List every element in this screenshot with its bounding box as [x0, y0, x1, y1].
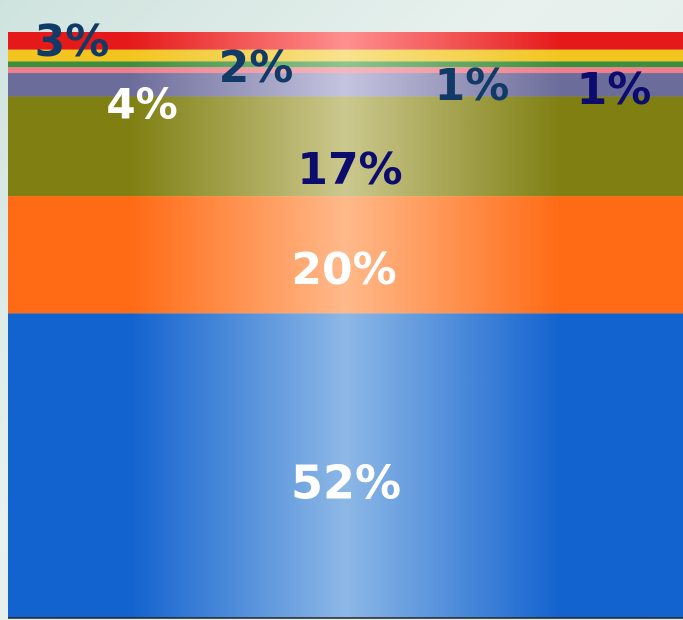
- bar-segment-3-percent: [8, 32, 683, 50]
- bar-segment-20-percent: [8, 196, 683, 314]
- bar-segment-2-percent: [8, 49, 683, 62]
- data-label: 1%: [577, 64, 652, 115]
- bar-segment-1-percent: [8, 61, 683, 68]
- bar-segment-17-percent: [8, 96, 683, 197]
- data-label: 1%: [435, 60, 510, 111]
- data-label: 3%: [35, 16, 110, 67]
- data-label: 17%: [297, 144, 402, 195]
- data-label: 2%: [219, 42, 294, 93]
- data-label: 4%: [106, 80, 177, 129]
- segment-labels: 52% 20% 17% 4% 1% 1% 2% 3%: [35, 16, 652, 510]
- data-label: 52%: [291, 456, 401, 510]
- bar-segment-4-percent: [8, 73, 683, 97]
- bar-segments: [8, 32, 683, 618]
- bar-segment-1-percent: [8, 67, 683, 74]
- bar-segment-52-percent: [8, 313, 683, 618]
- data-label: 20%: [291, 244, 396, 295]
